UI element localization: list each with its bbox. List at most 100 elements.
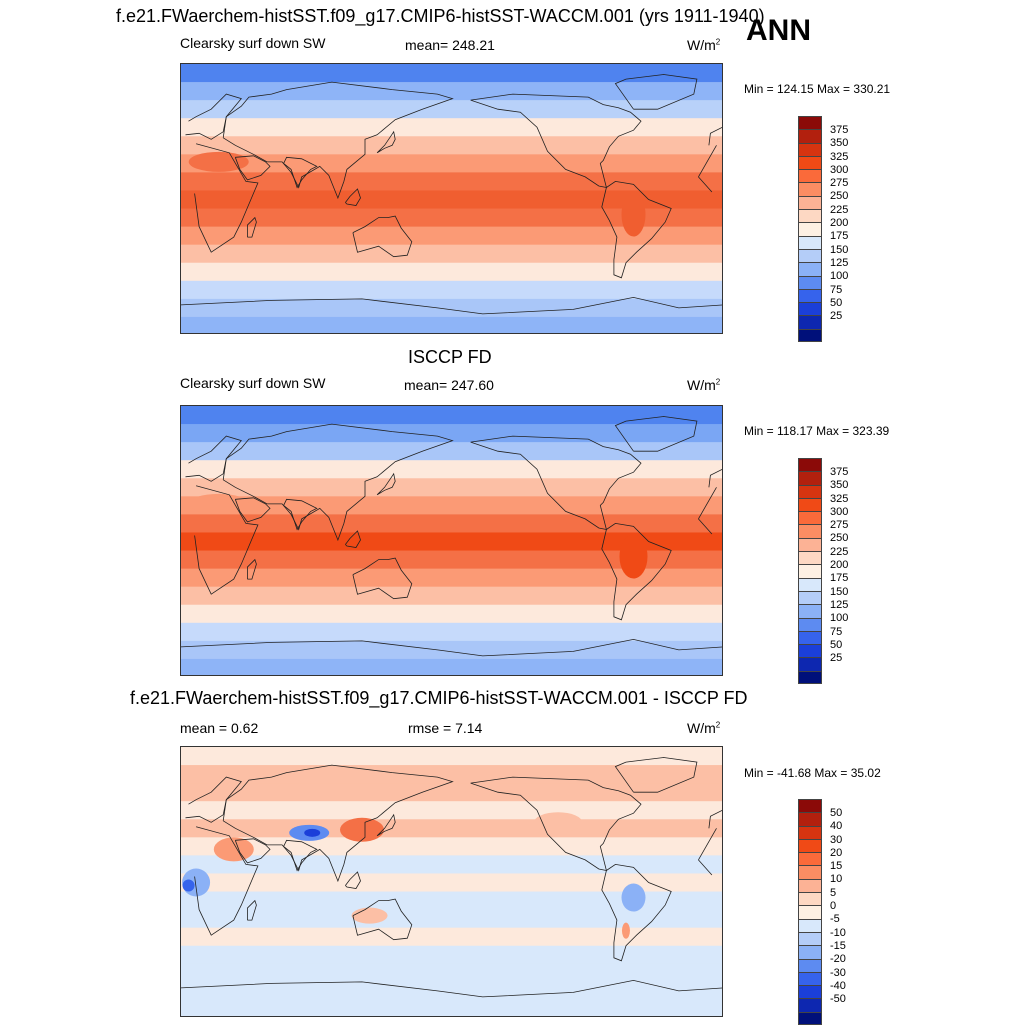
colorbar-swatch: [798, 604, 822, 618]
colorbar-swatch: [798, 958, 822, 972]
colorbar-swatch: [798, 458, 822, 472]
latitude-band: [181, 136, 722, 156]
colorbar-tick-label: 100: [830, 612, 849, 625]
coastline: [181, 638, 722, 657]
anomaly-blob: [188, 151, 249, 172]
latitude-band: [181, 837, 722, 857]
colorbar-swatch: [798, 931, 822, 946]
panel2-title: ISCCP FD: [408, 347, 492, 367]
colorbar-swatch: [798, 564, 822, 578]
panel3-minmax: Min = -41.68 Max = 35.02: [744, 766, 881, 780]
latitude-band: [181, 226, 722, 246]
latitude-band: [181, 999, 722, 1016]
colorbar-swatch: [798, 471, 822, 485]
panel2-mean: mean= 247.60: [404, 377, 494, 393]
latitude-band: [181, 460, 722, 480]
colorbar-swatch: [798, 497, 822, 512]
anomaly-blob: [621, 192, 646, 237]
colorbar-swatch: [798, 262, 822, 276]
coastline: [185, 93, 722, 146]
coastline: [234, 497, 271, 523]
anomaly-blob: [621, 922, 630, 939]
colorbar-swatch: [798, 945, 822, 959]
colorbar-tick-label: 75: [830, 283, 843, 296]
colorbar-swatch: [798, 142, 822, 156]
colorbar-swatch: [798, 878, 822, 893]
latitude-band: [181, 532, 722, 552]
colorbar-swatch: [798, 116, 822, 130]
latitude-band: [181, 496, 722, 516]
model-map-svg: [181, 64, 722, 333]
latitude-band: [181, 855, 722, 875]
latitude-band: [181, 172, 722, 192]
diff-map-svg: [181, 747, 722, 1016]
coastline: [614, 416, 698, 452]
colorbar-swatch: [798, 209, 822, 223]
coastline: [470, 776, 642, 872]
latitude-band: [181, 909, 722, 929]
colorbar-swatch: [798, 644, 822, 658]
colorbar-swatch: [798, 838, 822, 853]
coastline: [247, 558, 257, 580]
anomaly-blob: [188, 493, 249, 514]
colorbar-tick-label: -50: [830, 993, 846, 1006]
colorbar-swatch: [798, 892, 822, 906]
latitude-band: [181, 316, 722, 333]
coastline: [376, 130, 396, 154]
colorbar-tick-label: 0: [830, 900, 837, 913]
latitude-band: [181, 154, 722, 174]
colorbar-swatch: [798, 812, 822, 826]
coastline: [194, 143, 717, 253]
colorbar-swatch: [798, 511, 822, 525]
colorbar-swatch: [798, 905, 822, 919]
latitude-band: [181, 100, 722, 120]
colorbar-tick-label: 75: [830, 625, 843, 638]
latitude-band: [181, 280, 722, 300]
colorbar-swatch: [798, 275, 822, 289]
colorbar-tick-label: 350: [830, 479, 849, 492]
colorbar-tick-label: 10: [830, 873, 843, 886]
colorbar-tick-label: 175: [830, 230, 849, 243]
colorbar-tick-label: 150: [830, 585, 849, 598]
latitude-band: [181, 64, 722, 84]
panel2-variable: Clearsky surf down SW: [180, 375, 326, 391]
coastline: [376, 472, 396, 496]
colorbar-tick-label: 300: [830, 163, 849, 176]
latitude-band: [181, 568, 722, 588]
diff-map: [180, 746, 723, 1017]
colorbar-swatch: [798, 195, 822, 210]
colorbar-tick-label: 125: [830, 598, 849, 611]
colorbar-swatch: [798, 169, 822, 183]
colorbar-swatch: [798, 918, 822, 932]
diff-colorbar: [798, 799, 822, 1025]
colorbar-tick-label: 50: [830, 807, 843, 819]
colorbar-swatch: [798, 155, 822, 170]
colorbar-swatch: [798, 998, 822, 1012]
coastline: [345, 188, 361, 206]
colorbar-swatch: [798, 577, 822, 591]
colorbar-swatch: [798, 852, 822, 866]
latitude-band: [181, 478, 722, 498]
colorbar-swatch: [798, 617, 822, 631]
colorbar-tick-label: 375: [830, 124, 849, 136]
panel1-mean: mean= 248.21: [405, 37, 495, 53]
colorbar-swatch: [798, 328, 822, 343]
model-colorbar: [798, 116, 822, 343]
colorbar-tick-label: 250: [830, 190, 849, 203]
colorbar-tick-label: 5: [830, 886, 837, 899]
panel3-title: f.e21.FWaerchem-histSST.f09_g17.CMIP6-hi…: [130, 688, 748, 708]
panel2-units: W/m2: [687, 377, 721, 393]
anomaly-blob: [213, 837, 254, 862]
latitude-band: [181, 604, 722, 624]
latitude-band: [181, 783, 722, 803]
latitude-band: [181, 262, 722, 282]
colorbar-swatch: [798, 182, 822, 196]
panel2-minmax: Min = 118.17 Max = 323.39: [744, 424, 890, 438]
anomaly-blob: [304, 828, 321, 837]
colorbar-swatch: [798, 551, 822, 565]
coastline: [222, 423, 454, 542]
coastline: [601, 522, 672, 621]
colorbar-swatch: [798, 235, 822, 249]
colorbar-tick-label: 15: [830, 860, 843, 873]
colorbar-swatch: [798, 1011, 822, 1025]
